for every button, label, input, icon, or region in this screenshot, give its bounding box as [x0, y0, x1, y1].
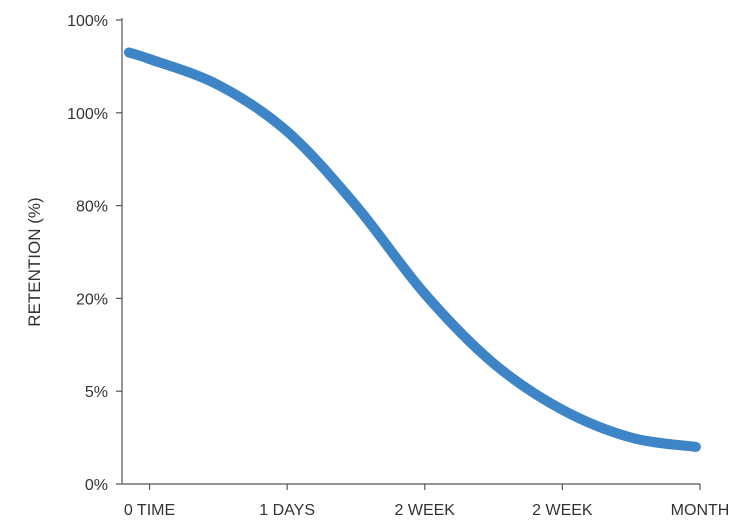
y-tick-label: 100%: [67, 106, 108, 123]
x-tick-label: MONTH: [671, 502, 730, 519]
retention-curve-line: [123, 47, 701, 452]
y-axis-title: RETENTION (%): [25, 197, 44, 326]
x-tick-label: 2 WEEK: [532, 502, 593, 519]
y-tick-label: 20%: [76, 291, 108, 308]
axes: [121, 18, 700, 485]
x-tick-label: 0 TIME: [124, 502, 175, 519]
series-layer: [123, 47, 701, 452]
y-tick-label: 5%: [85, 384, 108, 401]
y-tick-label: 100%: [67, 13, 108, 30]
x-tick-label: 2 WEEK: [395, 502, 456, 519]
y-tick-label: 0%: [85, 477, 108, 494]
y-tick-label: 80%: [76, 199, 108, 216]
x-tick-label: 1 DAYS: [259, 502, 315, 519]
ticks: 0% 5% 20% 80% 100% 100% 0 TIME 1 DAYS 2 WEEK 2 WE…: [67, 13, 729, 519]
